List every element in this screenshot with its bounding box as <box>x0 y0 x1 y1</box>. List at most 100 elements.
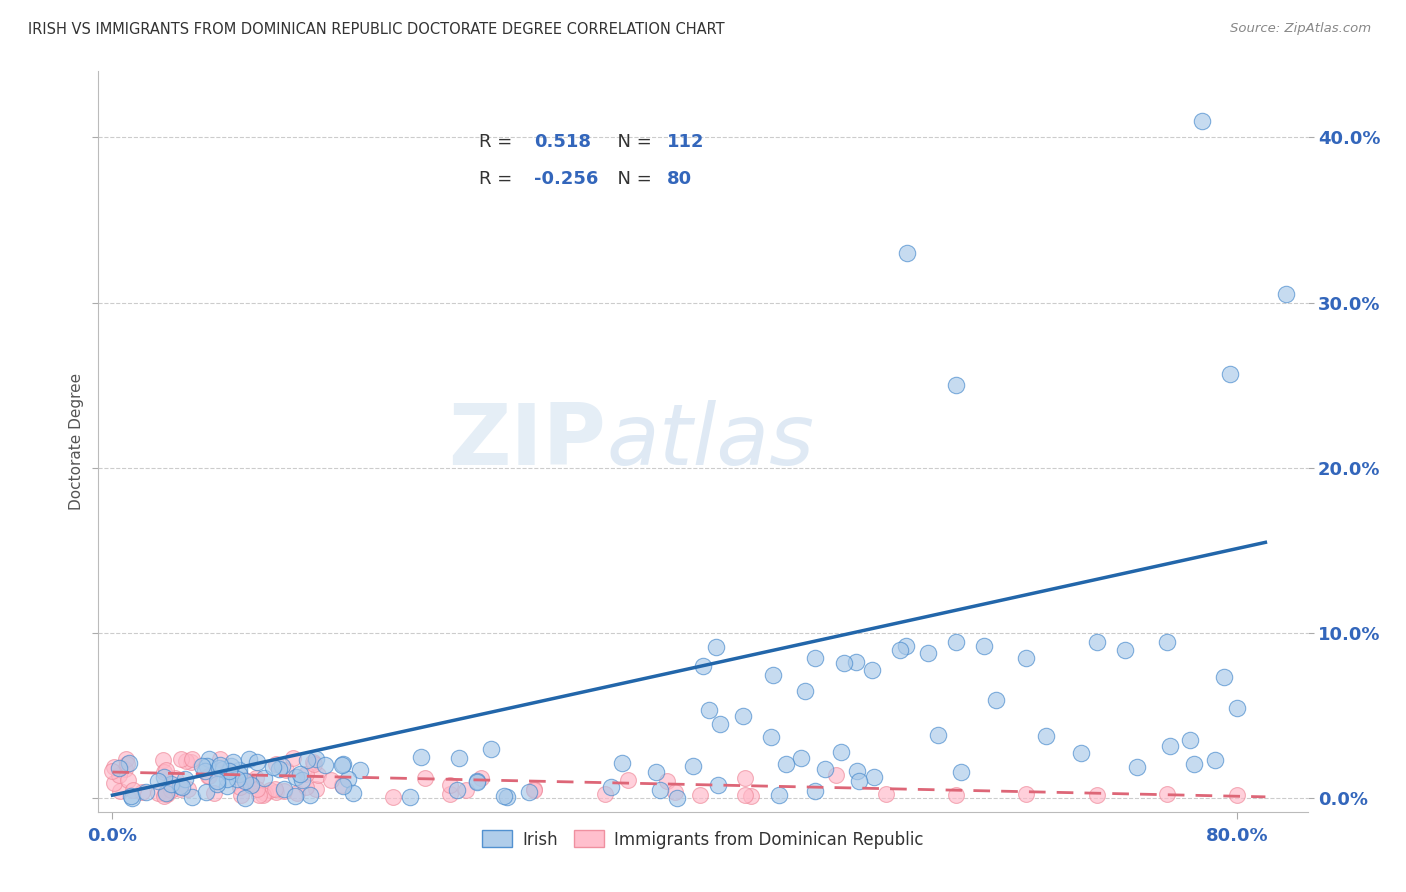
Point <box>305 751 328 765</box>
Point <box>593 787 616 801</box>
Point <box>1191 114 1213 128</box>
Point <box>262 760 284 774</box>
Point <box>160 783 183 797</box>
Point <box>332 778 354 792</box>
Point <box>122 783 145 797</box>
Point <box>734 771 756 785</box>
Point <box>1324 345 1347 359</box>
Point <box>131 785 153 799</box>
Point <box>650 783 672 797</box>
Point <box>794 684 817 698</box>
Point <box>155 786 177 800</box>
Text: IRISH VS IMMIGRANTS FROM DOMINICAN REPUBLIC DOCTORATE DEGREE CORRELATION CHART: IRISH VS IMMIGRANTS FROM DOMINICAN REPUB… <box>28 22 724 37</box>
Point <box>470 771 492 785</box>
Point <box>610 756 633 770</box>
Point <box>305 781 328 796</box>
Point <box>169 781 191 796</box>
Point <box>733 708 755 723</box>
Point <box>153 770 176 784</box>
Point <box>238 752 260 766</box>
Point <box>617 772 640 787</box>
Point <box>496 789 519 804</box>
Point <box>276 764 298 778</box>
Point <box>117 773 139 788</box>
Point <box>762 667 785 681</box>
Point <box>259 783 281 797</box>
Text: N =: N = <box>606 133 658 151</box>
Point <box>1178 732 1201 747</box>
Point <box>804 784 827 798</box>
Point <box>148 786 170 800</box>
Point <box>1159 739 1181 753</box>
Point <box>447 751 470 765</box>
Point <box>657 773 679 788</box>
Legend: Irish, Immigrants from Dominican Republic: Irish, Immigrants from Dominican Republi… <box>475 823 931 855</box>
Point <box>399 790 422 805</box>
Text: 112: 112 <box>666 133 704 151</box>
Point <box>245 771 267 785</box>
Point <box>1085 634 1108 648</box>
Point <box>479 742 502 756</box>
Point <box>740 789 762 803</box>
Point <box>283 789 305 803</box>
Point <box>153 787 176 801</box>
Point <box>174 772 197 786</box>
Point <box>1275 287 1298 301</box>
Point <box>246 782 269 797</box>
Point <box>1114 642 1136 657</box>
Point <box>846 764 869 779</box>
Point <box>208 751 231 765</box>
Point <box>114 762 136 776</box>
Point <box>240 778 263 792</box>
Point <box>233 772 256 787</box>
Point <box>115 756 138 771</box>
Point <box>1213 670 1236 684</box>
Text: -0.256: -0.256 <box>534 169 598 187</box>
Point <box>108 768 131 782</box>
Point <box>217 763 239 777</box>
Point <box>217 772 239 786</box>
Point <box>121 791 143 805</box>
Point <box>108 783 131 797</box>
Point <box>288 766 311 780</box>
Point <box>212 762 235 776</box>
Point <box>825 768 848 782</box>
Point <box>170 751 193 765</box>
Point <box>165 771 187 785</box>
Point <box>283 751 305 765</box>
Point <box>759 731 782 745</box>
Text: Source: ZipAtlas.com: Source: ZipAtlas.com <box>1230 22 1371 36</box>
Point <box>446 783 468 797</box>
Point <box>697 703 720 717</box>
Point <box>319 772 342 787</box>
Point <box>236 774 259 789</box>
Point <box>285 786 308 800</box>
Point <box>1182 757 1205 772</box>
Point <box>706 640 728 654</box>
Point <box>517 785 540 799</box>
Text: atlas: atlas <box>606 400 814 483</box>
Point <box>709 717 731 731</box>
Point <box>264 781 287 796</box>
Point <box>707 778 730 792</box>
Point <box>439 787 461 801</box>
Point <box>198 752 221 766</box>
Point <box>295 780 318 795</box>
Point <box>247 788 270 802</box>
Point <box>155 763 177 777</box>
Point <box>927 728 949 742</box>
Point <box>181 789 204 804</box>
Text: 0.518: 0.518 <box>534 133 591 151</box>
Point <box>692 659 714 673</box>
Text: ZIP: ZIP <box>449 400 606 483</box>
Point <box>273 781 295 796</box>
Point <box>195 759 218 773</box>
Point <box>523 782 546 797</box>
Point <box>219 758 242 772</box>
Point <box>253 785 276 799</box>
Point <box>1226 788 1249 802</box>
Point <box>644 765 666 780</box>
Point <box>191 758 214 772</box>
Point <box>1219 367 1241 381</box>
Point <box>180 756 202 770</box>
